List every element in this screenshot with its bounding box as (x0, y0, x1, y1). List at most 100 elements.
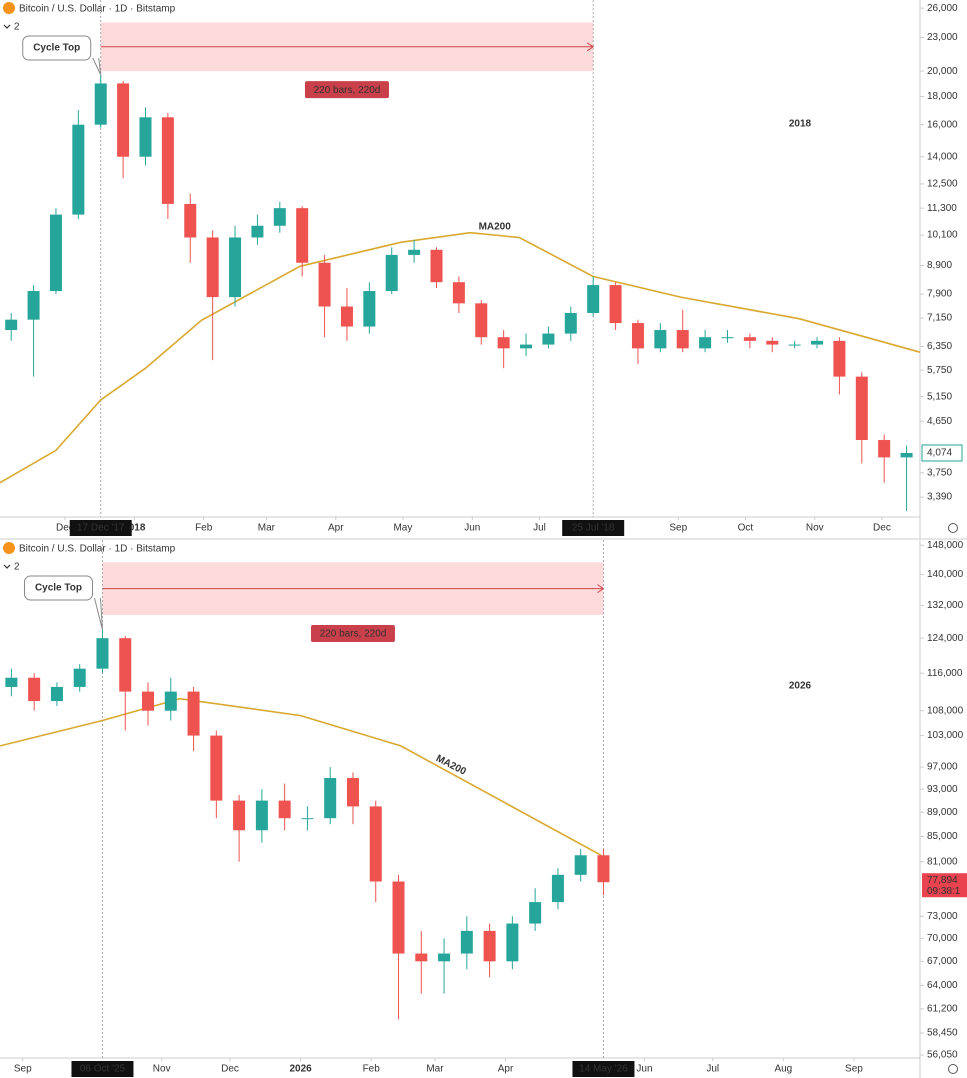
candle-body (430, 249, 443, 283)
callout-text: Cycle Top (33, 43, 80, 54)
candle-body (597, 855, 610, 883)
candle-body (318, 262, 331, 307)
candle-body (96, 638, 109, 669)
y-tick-label: 61,200 (927, 1003, 958, 1014)
candle-body (855, 376, 868, 441)
candle-body (229, 237, 242, 298)
candle-body (50, 686, 63, 702)
candle-body (766, 340, 779, 345)
x-tick-label: May (393, 523, 412, 534)
y-tick-label: 11,300 (927, 203, 957, 214)
y-tick-label: 116,000 (927, 668, 963, 679)
candle-body (139, 117, 152, 157)
candle-body (415, 953, 428, 962)
chart-panel: Bitcoin / U.S. Dollar · 1D · Bitstamp 2 26… (0, 0, 963, 539)
candle-body (833, 340, 846, 377)
range-label: 220 bars, 220d (314, 85, 381, 96)
range-arrow-head (586, 42, 595, 52)
marker-date-box (69, 520, 132, 536)
x-tick-label: 2026 (289, 1064, 312, 1075)
candle-body (542, 333, 555, 345)
candle-body (346, 778, 359, 807)
y-tick-label: 23,000 (927, 32, 958, 43)
candle-body (363, 291, 376, 327)
candle-body (676, 330, 689, 349)
chart-header: Bitcoin / U.S. Dollar · 1D · Bitstamp (19, 4, 176, 15)
y-tick-label: 132,000 (927, 600, 964, 611)
y-tick-label: 14,000 (927, 151, 958, 162)
y-tick-label: 26,000 (927, 3, 958, 14)
callout-box (23, 575, 93, 601)
marker-date-box (71, 1061, 134, 1077)
x-tick-label: Apr (328, 523, 344, 534)
candle-body (520, 344, 533, 349)
y-tick-label: 4,650 (927, 416, 952, 427)
x-tick-label: Jul (706, 1064, 719, 1075)
callout-pointer (93, 597, 103, 630)
candle-body (273, 208, 286, 226)
x-tick-label: Oct (738, 523, 754, 534)
candle-body (506, 923, 519, 962)
y-tick-label: 73,000 (927, 911, 958, 922)
ma-line (0, 231, 921, 484)
candle-body (475, 303, 488, 338)
candle-body (900, 452, 913, 458)
candle-body (654, 330, 667, 349)
y-tick-label: 89,000 (927, 807, 958, 818)
y-tick-label: 3,750 (927, 468, 952, 479)
x-tick-label: Sep (14, 1064, 32, 1075)
y-tick-label: 16,000 (927, 119, 958, 130)
candle-body (631, 323, 644, 349)
y-tick-label: 64,000 (927, 980, 958, 991)
last-price: 77,894 (927, 875, 958, 886)
x-tick-label: Jul (533, 523, 546, 534)
x-tick-label: Feb (363, 1064, 381, 1075)
candle-body (301, 818, 314, 820)
x-tick-label: Dec (56, 523, 74, 534)
candle-body (119, 638, 132, 692)
y-tick-label: 81,000 (927, 856, 958, 867)
y-tick-label: 20,000 (927, 66, 958, 77)
candle-body (385, 254, 398, 292)
candle-body (324, 778, 337, 819)
candle-body (369, 806, 382, 882)
candle-body (551, 874, 564, 903)
last-price-box (922, 873, 967, 898)
x-tick-label: Mar (426, 1064, 444, 1075)
settings-icon (948, 523, 958, 533)
candle-body (164, 691, 177, 711)
candle-body (73, 668, 86, 687)
last-price-box (921, 444, 963, 462)
candle-body (49, 214, 62, 292)
marker-date: 14 May '26 (579, 1064, 628, 1075)
candle-body (743, 337, 756, 341)
candle-body (278, 800, 291, 819)
y-tick-label: 97,000 (927, 762, 958, 773)
y-tick-label: 12,500 (927, 179, 958, 190)
y-tick-label: 18,000 (927, 91, 958, 102)
x-tick-label: Apr (498, 1064, 514, 1075)
candle-body (392, 881, 405, 954)
x-tick-label: Aug (774, 1064, 792, 1075)
indicator-count: 2 (14, 22, 20, 33)
y-tick-label: 103,000 (927, 730, 964, 741)
y-tick-label: 85,000 (927, 831, 958, 842)
symbol-icon (3, 542, 15, 554)
marker-date-box (562, 520, 625, 536)
y-tick-label: 124,000 (927, 633, 964, 644)
last-price: 4,074 (927, 448, 952, 459)
year-label: 2018 (789, 119, 812, 130)
x-tick-label: Dec (221, 1064, 239, 1075)
y-tick-label: 67,000 (927, 956, 958, 967)
marker-date: 25 Jul '18 (572, 523, 615, 534)
x-tick-label: Jun (464, 523, 480, 534)
range-label-box (310, 624, 395, 642)
candle-body (788, 344, 801, 346)
collapse-chevron (3, 24, 11, 29)
candle-body (811, 340, 824, 345)
candle-body (28, 677, 41, 702)
x-tick-label: Nov (806, 523, 824, 534)
candle-body (5, 319, 18, 331)
y-tick-label: 10,100 (927, 230, 958, 241)
range-label: 220 bars, 220d (320, 629, 387, 640)
